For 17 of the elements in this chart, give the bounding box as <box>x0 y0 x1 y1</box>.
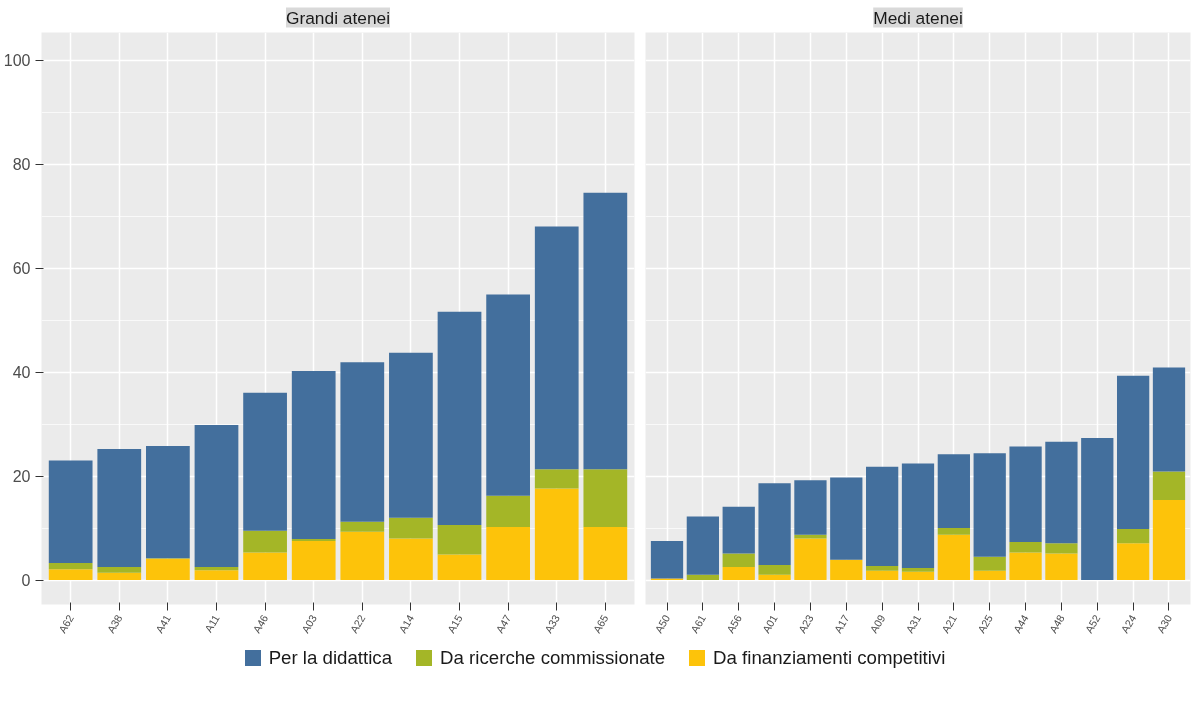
x-tick-label: A61 <box>688 612 709 635</box>
legend-label: Per la didattica <box>268 646 393 670</box>
y-tick-label: 60 <box>12 260 31 278</box>
chart-title: Medi atenei <box>873 7 963 28</box>
x-tick-label: A31 <box>903 612 924 635</box>
y-tick-label: 80 <box>12 156 31 174</box>
legend-label: Da ricerche commissionate <box>440 646 666 670</box>
y-tick-label: 20 <box>12 468 31 486</box>
y-tick-label: 0 <box>21 572 31 590</box>
x-tick-label: A01 <box>759 612 780 635</box>
x-tick-label: A21 <box>939 612 960 635</box>
legend-label: Da finanziamenti competitivi <box>713 646 946 670</box>
y-tick-label: 100 <box>3 52 31 70</box>
x-tick-label: A11 <box>202 612 222 635</box>
x-tick-label: A41 <box>153 612 174 635</box>
chart-title: Grandi atenei <box>285 7 391 28</box>
y-tick-label: 40 <box>12 364 31 382</box>
